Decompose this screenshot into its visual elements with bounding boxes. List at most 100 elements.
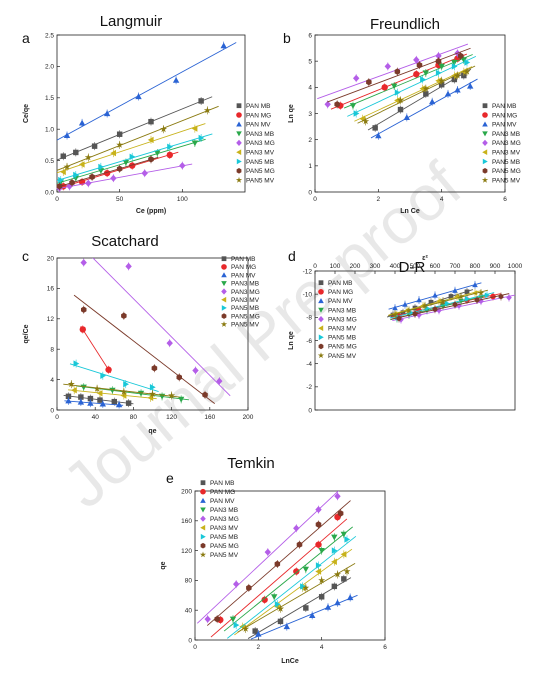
x-tick-label: 700 — [450, 263, 461, 270]
data-point — [264, 548, 271, 556]
data-point — [105, 366, 112, 373]
legend-marker — [482, 131, 488, 137]
legend-marker — [236, 103, 242, 109]
data-point — [97, 397, 103, 403]
data-point — [203, 106, 211, 114]
x-axis-label: ε² — [422, 255, 428, 262]
data-point — [400, 310, 406, 316]
y-tick-label: 2.0 — [45, 64, 54, 71]
x-tick-label: 80 — [130, 414, 138, 421]
x-tick-label: 0 — [313, 263, 317, 270]
data-point — [438, 63, 445, 70]
y-tick-label: -6 — [306, 338, 312, 345]
legend-marker — [220, 321, 228, 327]
legend-marker — [482, 121, 488, 127]
data-point — [129, 162, 136, 169]
data-point — [293, 568, 300, 575]
y-tick-label: 0.0 — [45, 189, 54, 196]
legend-label: PAN5 MV — [210, 552, 239, 559]
series-pan3-mv — [68, 386, 157, 402]
legend-marker — [221, 296, 227, 303]
data-point — [397, 106, 404, 113]
data-point — [384, 62, 391, 70]
data-point — [432, 292, 438, 298]
y-tick-label: 0 — [188, 637, 192, 644]
y-tick-label: 80 — [185, 578, 193, 585]
legend-label: PAN3 MV — [246, 150, 275, 157]
legend-label: PAN3 MB — [246, 131, 274, 138]
data-point — [125, 262, 132, 270]
data-point — [242, 625, 250, 632]
data-point — [444, 90, 452, 97]
y-tick-label: 1.5 — [45, 95, 54, 102]
data-point — [116, 131, 123, 137]
legend-label: PAN5 MG — [246, 168, 275, 175]
data-point — [347, 594, 354, 601]
y-tick-label: 1 — [308, 163, 312, 170]
data-point — [413, 56, 420, 64]
data-point — [176, 374, 182, 381]
data-point — [78, 394, 84, 400]
data-point — [80, 259, 87, 267]
legend-marker — [318, 334, 324, 341]
y-tick-label: 0 — [308, 407, 312, 414]
data-point — [216, 377, 223, 385]
data-point — [302, 584, 310, 591]
data-point — [96, 390, 103, 397]
panel-d: D-R d 0 100 200 300 400 500 600 700 800 900 1000 0 -2 -… — [288, 248, 523, 414]
data-point — [452, 301, 458, 308]
legend-marker — [318, 280, 324, 286]
legend-marker — [318, 289, 324, 295]
y-tick-label: 4 — [50, 377, 54, 384]
legend-label: PAN3 MB — [328, 307, 356, 314]
data-point — [137, 390, 145, 397]
data-point — [421, 302, 429, 309]
legend-label: PAN5 MB — [492, 159, 520, 166]
y-tick-label: 5 — [308, 58, 312, 65]
data-point — [477, 289, 485, 296]
data-point — [99, 400, 106, 407]
x-tick-label: 300 — [370, 263, 381, 270]
panel-letter: c — [22, 248, 29, 264]
data-point — [179, 162, 186, 170]
data-point — [78, 161, 85, 168]
x-tick-label: 200 — [350, 263, 361, 270]
data-point — [87, 400, 94, 406]
panel-letter: a — [22, 30, 30, 46]
series-pan-mb — [367, 68, 472, 132]
data-point — [115, 401, 123, 408]
data-point — [148, 118, 154, 125]
data-point — [261, 596, 268, 603]
data-point — [63, 132, 71, 138]
series-pan-mv — [370, 78, 478, 140]
data-point — [478, 298, 484, 305]
data-point — [168, 391, 176, 399]
data-point — [122, 159, 130, 166]
data-point — [318, 594, 325, 600]
data-point — [255, 630, 262, 637]
data-point — [198, 98, 204, 104]
series-pan3-mg — [80, 258, 231, 397]
data-point — [246, 584, 252, 592]
panel-title: Temkin — [227, 455, 275, 472]
data-point — [116, 141, 124, 148]
data-point — [452, 287, 458, 293]
data-point — [125, 400, 132, 406]
legend-label: PAN MB — [231, 256, 255, 263]
data-point — [457, 293, 465, 300]
data-point — [252, 628, 258, 634]
series-pan-mv — [64, 396, 124, 409]
x-tick-label: 0 — [313, 196, 317, 203]
panel-a: Langmuir a 0 50 100 0.0 0.5 1.0 1.5 2.0 2.5 Ce (ppm… — [22, 13, 275, 215]
legend-label: PAN5 MB — [246, 159, 274, 166]
legend-marker — [236, 131, 242, 137]
legend-label: PAN MV — [246, 122, 271, 129]
series-pan5-mv — [57, 105, 219, 171]
legend-label: PAN MV — [492, 122, 517, 129]
y-axis-label: Ce/qe — [23, 104, 30, 123]
fit-line — [370, 78, 478, 139]
x-tick-label: 0 — [193, 644, 197, 651]
data-point — [147, 394, 154, 401]
fit-line — [330, 53, 468, 110]
